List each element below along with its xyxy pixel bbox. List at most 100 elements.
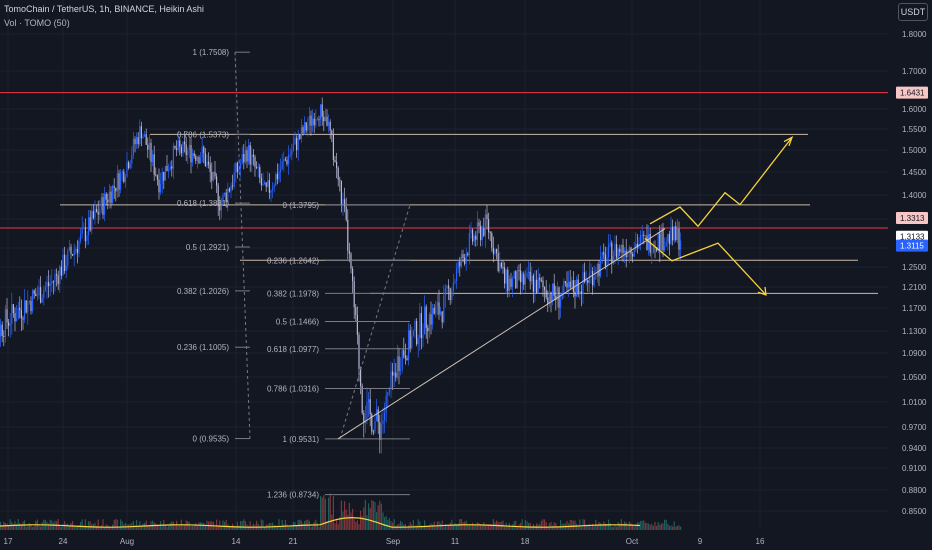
- volume-bar: [611, 526, 613, 530]
- volume-bar: [171, 521, 173, 530]
- candle-body: [75, 248, 77, 251]
- candle-body: [462, 254, 464, 258]
- x-tick-label: 9: [698, 537, 703, 546]
- candle-body: [582, 272, 584, 294]
- volume-bar: [113, 520, 115, 530]
- candle-body: [515, 271, 517, 289]
- candle-body: [607, 244, 610, 258]
- candle-body: [235, 162, 237, 173]
- candle-body: [347, 219, 349, 251]
- fib-level-label: 1.236 (0.8734): [267, 491, 319, 500]
- candle-body: [633, 250, 635, 257]
- candle-body: [617, 248, 619, 258]
- volume-bar: [350, 512, 352, 530]
- candle-body: [158, 179, 160, 193]
- candle-body: [223, 192, 226, 195]
- candle-body: [671, 226, 674, 241]
- volume-bar: [593, 526, 595, 530]
- arrow-head: [757, 286, 767, 296]
- candle-body: [118, 173, 120, 190]
- candle-body: [172, 145, 174, 169]
- volume-bar: [663, 519, 666, 530]
- candle-body: [641, 234, 643, 236]
- candle-body: [375, 409, 378, 422]
- volume-bar: [547, 526, 549, 530]
- volume-bar: [366, 515, 368, 530]
- volume-bar: [319, 495, 322, 530]
- candle-body: [555, 295, 557, 300]
- candle-body: [289, 154, 291, 156]
- volume-bar: [492, 519, 494, 530]
- candle-body: [401, 350, 403, 370]
- candle-body: [17, 307, 19, 319]
- candle-body: [113, 185, 115, 188]
- candle-body: [161, 171, 163, 184]
- y-tick-label: 1.0500: [902, 373, 927, 382]
- candle-body: [249, 144, 251, 165]
- candle-body: [484, 214, 486, 236]
- volume-bar: [25, 526, 27, 530]
- volume-bar: [348, 502, 350, 530]
- volume-bar: [103, 526, 106, 530]
- volume-bar: [347, 514, 349, 530]
- candle-body: [614, 244, 616, 257]
- volume-bar: [46, 521, 48, 530]
- currency-button[interactable]: USDT: [898, 3, 928, 21]
- volume-bar: [542, 519, 544, 530]
- candle-body: [639, 234, 642, 244]
- y-tick-label: 1.5500: [902, 125, 927, 134]
- volume-bar: [47, 523, 50, 530]
- candle-body: [436, 302, 438, 307]
- candle-body: [523, 273, 525, 285]
- volume-bar: [321, 497, 323, 530]
- candle-body: [171, 166, 173, 169]
- candle-body: [147, 144, 149, 150]
- volume-bar: [660, 523, 662, 530]
- candle-body: [478, 222, 480, 226]
- candle-body: [33, 290, 35, 294]
- volume-bar: [665, 519, 667, 530]
- volume-bar: [646, 523, 648, 530]
- volume-bar: [367, 503, 370, 530]
- candle-body: [606, 257, 608, 267]
- volume-bar: [470, 524, 472, 530]
- candle-body: [567, 281, 570, 288]
- candle-body: [439, 311, 442, 315]
- volume-bar: [311, 526, 314, 530]
- candle-body: [79, 233, 82, 242]
- candle-body: [89, 217, 91, 231]
- y-tick-label: 0.9700: [902, 423, 927, 432]
- candle-body: [551, 283, 554, 302]
- candle-body: [377, 409, 379, 423]
- candle-body: [524, 277, 526, 285]
- volume-bar: [615, 526, 618, 530]
- volume-bar: [6, 523, 8, 530]
- volume-indicator-label[interactable]: Vol · TOMO (50): [4, 18, 70, 28]
- x-tick-label: Oct: [626, 537, 639, 546]
- volume-bar: [631, 525, 634, 530]
- volume-bar: [361, 516, 363, 530]
- candle-body: [572, 280, 574, 292]
- volume-bar: [636, 522, 638, 530]
- volume-bar: [678, 525, 680, 530]
- candle-body: [300, 127, 302, 139]
- volume-bar: [318, 526, 320, 530]
- volume-bar: [241, 521, 243, 530]
- candle-body: [540, 280, 542, 282]
- candle-body: [15, 318, 18, 322]
- candle-body: [612, 256, 614, 264]
- volume-bar: [193, 525, 195, 530]
- candle-body: [623, 250, 626, 254]
- volume-bar: [343, 501, 346, 530]
- candle-body: [35, 293, 37, 297]
- candle-body: [508, 278, 510, 292]
- candle-body: [271, 188, 274, 191]
- candle-body: [287, 155, 290, 165]
- volume-bar: [283, 524, 285, 530]
- volume-bar: [630, 523, 632, 530]
- candle-body: [3, 336, 5, 338]
- candle-body: [119, 173, 122, 190]
- candle-body: [423, 306, 426, 335]
- volume-bar: [673, 521, 675, 530]
